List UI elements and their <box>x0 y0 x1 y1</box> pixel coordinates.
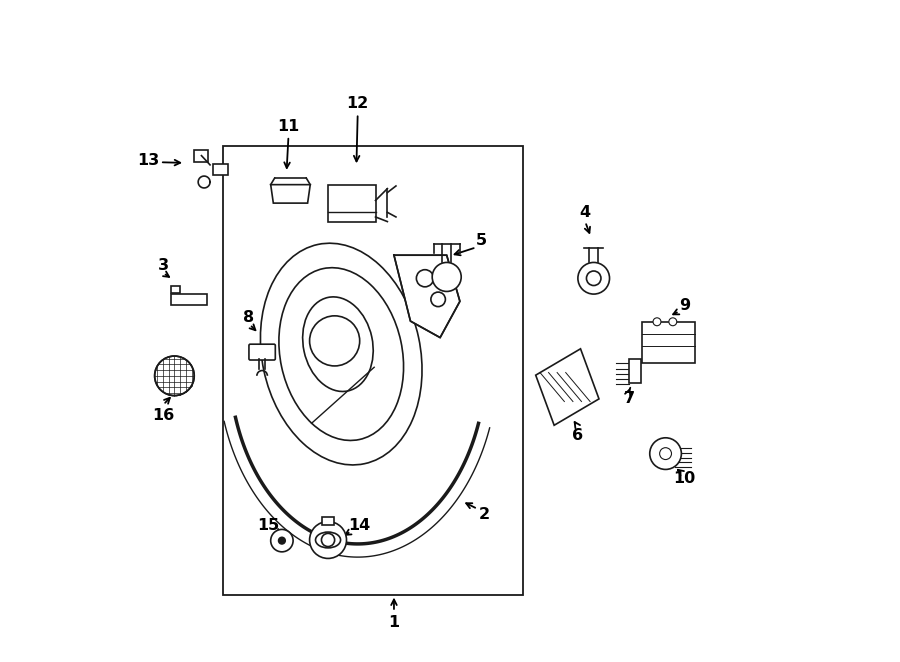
Text: 16: 16 <box>152 408 175 423</box>
Circle shape <box>155 356 194 396</box>
Text: 1: 1 <box>389 615 400 630</box>
Text: 2: 2 <box>479 507 490 522</box>
Text: 4: 4 <box>580 205 590 220</box>
Text: 13: 13 <box>137 154 159 168</box>
Circle shape <box>578 262 609 294</box>
Text: 8: 8 <box>243 310 254 325</box>
Text: 7: 7 <box>624 391 634 406</box>
Circle shape <box>431 292 446 307</box>
Polygon shape <box>394 255 460 338</box>
Bar <box>194 150 208 162</box>
Circle shape <box>650 438 681 469</box>
Bar <box>629 359 641 383</box>
Ellipse shape <box>316 532 340 548</box>
FancyBboxPatch shape <box>249 344 275 360</box>
Circle shape <box>653 318 661 326</box>
Circle shape <box>417 269 434 287</box>
Circle shape <box>321 534 335 547</box>
Bar <box>322 517 334 526</box>
Polygon shape <box>536 349 599 425</box>
Circle shape <box>587 271 601 285</box>
Ellipse shape <box>260 243 422 465</box>
Circle shape <box>271 530 293 552</box>
Circle shape <box>310 316 360 366</box>
Text: 14: 14 <box>348 518 371 533</box>
Text: 10: 10 <box>673 471 696 486</box>
Text: 6: 6 <box>572 428 583 443</box>
Bar <box>213 164 228 175</box>
Bar <box>643 322 695 363</box>
Circle shape <box>660 448 671 459</box>
Ellipse shape <box>279 267 403 440</box>
Circle shape <box>310 522 346 559</box>
Bar <box>328 185 375 222</box>
Text: 12: 12 <box>346 96 369 111</box>
Text: 15: 15 <box>257 518 280 533</box>
Text: 5: 5 <box>476 232 487 248</box>
Circle shape <box>432 262 461 291</box>
Circle shape <box>669 318 677 326</box>
Ellipse shape <box>302 297 374 391</box>
Bar <box>222 146 523 594</box>
Text: 11: 11 <box>277 119 300 134</box>
Polygon shape <box>271 185 310 203</box>
Circle shape <box>279 538 285 544</box>
Text: 9: 9 <box>680 299 690 313</box>
Text: 3: 3 <box>158 258 169 273</box>
Bar <box>171 286 180 293</box>
Bar <box>171 294 207 305</box>
